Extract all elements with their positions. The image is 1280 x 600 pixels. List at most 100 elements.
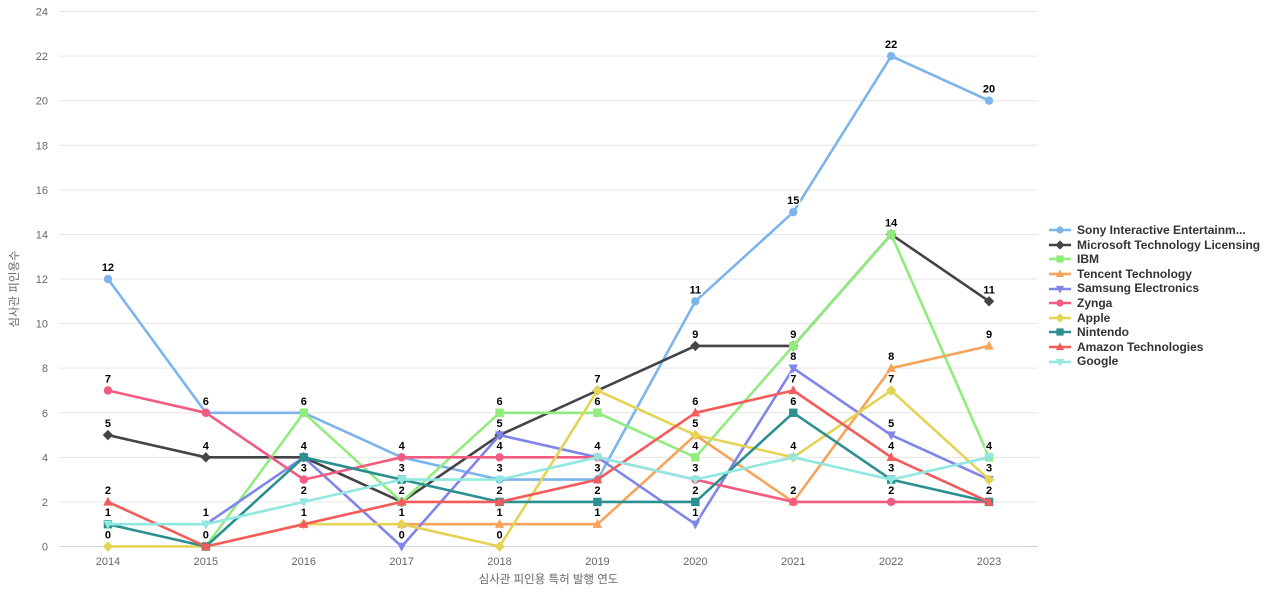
data-point[interactable]	[984, 453, 994, 463]
data-point[interactable]	[397, 453, 406, 462]
legend-item-zynga[interactable]: Zynga	[1048, 296, 1260, 311]
data-label: 1	[594, 507, 600, 519]
data-label: 4	[203, 440, 210, 452]
y-tick-label: 2	[42, 497, 48, 509]
data-point[interactable]	[396, 475, 407, 485]
data-point[interactable]	[103, 496, 113, 506]
data-point[interactable]	[200, 452, 212, 463]
data-point[interactable]	[983, 296, 995, 307]
legend-label: Nintendo	[1077, 325, 1129, 340]
data-point[interactable]	[788, 364, 798, 374]
y-axis-title: 심사관 피인용수	[9, 250, 21, 328]
data-point[interactable]	[886, 431, 896, 441]
x-tick-label: 2018	[487, 556, 511, 568]
data-point[interactable]	[885, 385, 897, 396]
data-label: 14	[885, 217, 898, 229]
data-point[interactable]	[984, 340, 994, 350]
data-point[interactable]	[984, 496, 994, 506]
data-label: 6	[301, 396, 307, 408]
data-point[interactable]	[592, 385, 603, 396]
data-point[interactable]	[690, 340, 701, 352]
data-point[interactable]	[201, 520, 211, 530]
data-point[interactable]	[788, 385, 798, 395]
y-tick-label: 20	[36, 96, 48, 108]
data-point[interactable]	[690, 520, 701, 530]
data-point[interactable]	[789, 207, 798, 217]
data-point[interactable]	[592, 453, 603, 463]
data-point[interactable]	[299, 453, 308, 462]
data-point[interactable]	[299, 475, 308, 484]
data-point[interactable]	[494, 519, 505, 528]
data-point[interactable]	[102, 541, 114, 552]
data-point[interactable]	[593, 408, 602, 417]
data-point[interactable]	[396, 542, 407, 552]
data-point[interactable]	[201, 541, 211, 551]
data-point[interactable]	[691, 453, 700, 462]
legend-item-google[interactable]: Google	[1048, 354, 1260, 369]
data-point[interactable]	[886, 51, 896, 61]
data-label: 3	[986, 463, 992, 475]
legend-item-tencent-technology[interactable]: Tencent Technology	[1048, 267, 1260, 282]
data-point[interactable]	[690, 475, 701, 485]
data-point[interactable]	[789, 341, 798, 351]
data-label: 0	[203, 530, 209, 542]
data-label: 2	[790, 485, 796, 497]
legend-label: Amazon Technologies	[1077, 339, 1204, 354]
data-point[interactable]	[396, 519, 407, 530]
data-point[interactable]	[103, 520, 113, 530]
data-label: 4	[301, 440, 308, 452]
data-point[interactable]	[691, 297, 700, 306]
legend-item-microsoft-technology-licensing[interactable]: Microsoft Technology Licensing	[1048, 238, 1260, 253]
data-point[interactable]	[494, 475, 505, 485]
legend-item-nintendo[interactable]: Nintendo	[1048, 325, 1260, 340]
data-point[interactable]	[494, 541, 505, 552]
data-label: 3	[301, 463, 307, 475]
data-point[interactable]	[886, 230, 896, 239]
legend-marker-icon	[1049, 313, 1071, 323]
data-point[interactable]	[789, 497, 798, 507]
data-point[interactable]	[690, 407, 701, 417]
data-point[interactable]	[592, 474, 603, 484]
data-point[interactable]	[690, 429, 701, 441]
data-point[interactable]	[299, 519, 309, 528]
data-label: 1	[301, 507, 307, 519]
legend-marker-icon	[1049, 328, 1071, 337]
legend-item-apple[interactable]: Apple	[1048, 311, 1260, 326]
x-tick-label: 2023	[977, 556, 1001, 568]
data-point[interactable]	[886, 497, 896, 507]
legend-label: Sony Interactive Entertainm...	[1077, 223, 1246, 237]
data-point[interactable]	[593, 497, 602, 507]
data-point[interactable]	[789, 408, 798, 417]
legend-item-ibm[interactable]: IBM	[1048, 252, 1260, 267]
y-tick-label: 12	[36, 274, 48, 286]
data-label: 8	[790, 351, 796, 363]
data-point[interactable]	[984, 96, 994, 105]
data-point[interactable]	[299, 408, 308, 417]
legend-item-amazon-technologies[interactable]: Amazon Technologies	[1048, 340, 1260, 355]
data-point[interactable]	[103, 386, 113, 395]
data-point[interactable]	[494, 496, 505, 506]
data-point[interactable]	[396, 496, 407, 506]
data-point[interactable]	[495, 453, 504, 462]
data-point[interactable]	[886, 452, 896, 462]
data-label: 20	[983, 84, 995, 96]
data-point[interactable]	[691, 497, 700, 507]
data-point[interactable]	[494, 431, 505, 441]
data-label: 2	[888, 485, 894, 497]
data-point[interactable]	[103, 274, 113, 284]
data-point[interactable]	[592, 519, 603, 528]
data-point[interactable]	[495, 408, 504, 417]
legend-item-sony-interactive-entertainm[interactable]: Sony Interactive Entertainm...	[1048, 223, 1260, 238]
x-tick-label: 2016	[292, 556, 316, 568]
data-point[interactable]	[886, 475, 896, 485]
legend-item-samsung-electronics[interactable]: Samsung Electronics	[1048, 281, 1260, 296]
data-label: 2	[496, 485, 502, 497]
data-label: 2	[399, 485, 405, 497]
data-point[interactable]	[886, 362, 896, 372]
data-point[interactable]	[201, 408, 211, 417]
data-point[interactable]	[983, 474, 995, 485]
data-point[interactable]	[299, 498, 309, 508]
data-point[interactable]	[102, 429, 114, 441]
data-label: 5	[496, 418, 502, 430]
data-point[interactable]	[788, 453, 798, 463]
